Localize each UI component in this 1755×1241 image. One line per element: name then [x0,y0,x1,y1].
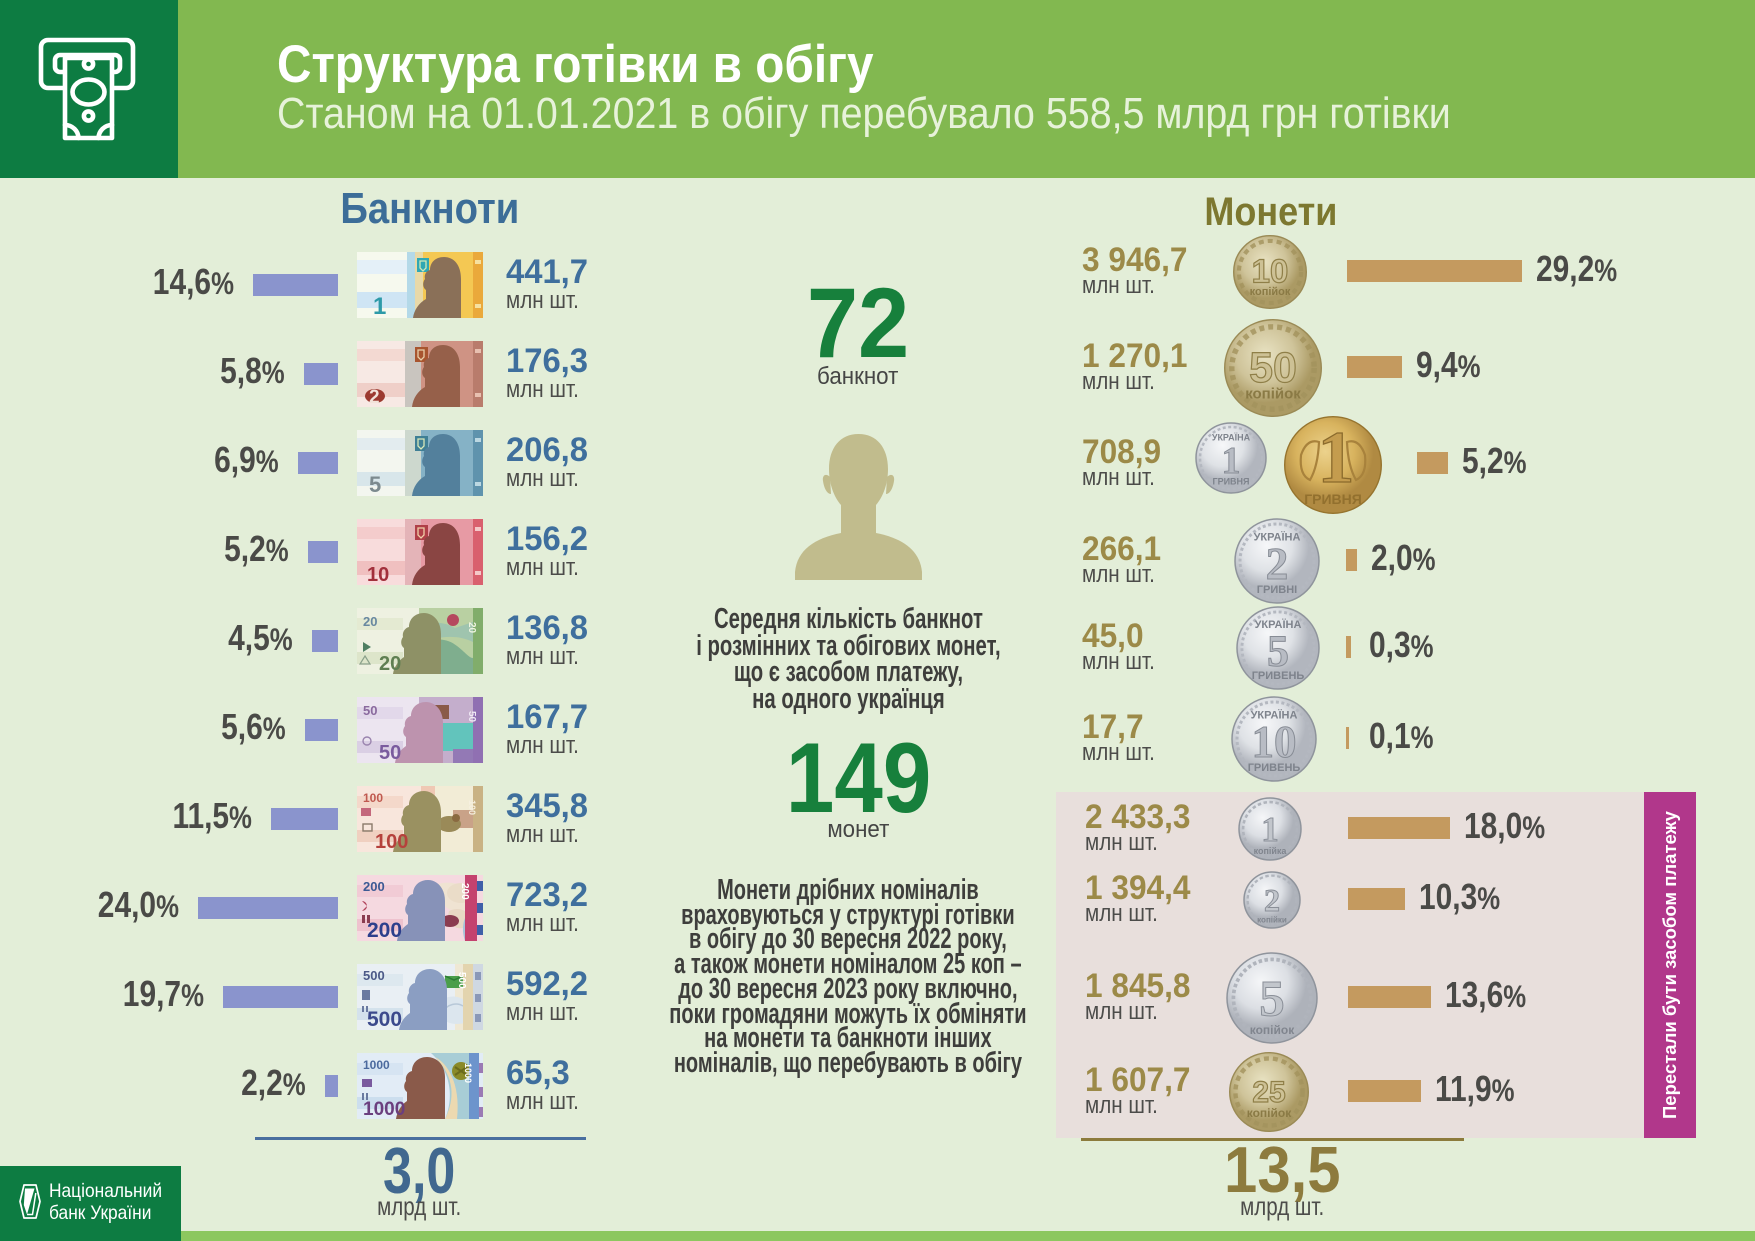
svg-text:200: 200 [459,883,470,900]
svg-text:копійка: копійка [1254,846,1288,856]
svg-text:2: 2 [1264,882,1280,918]
svg-text:50: 50 [1249,344,1297,392]
svg-text:копійки: копійки [1257,916,1287,925]
svg-text:УКРАЇНА: УКРАЇНА [1251,708,1298,721]
svg-text:копійок: копійок [1247,1106,1292,1120]
svg-text:1000: 1000 [363,1058,390,1072]
svg-text:1000: 1000 [463,1063,473,1083]
svg-text:10: 10 [367,564,389,585]
svg-text:200: 200 [363,879,385,894]
svg-text:20: 20 [363,614,377,629]
svg-text:2: 2 [1266,539,1289,589]
svg-text:ГРИВНІ: ГРИВНІ [1257,584,1297,596]
svg-text:ГРИВЕНЬ: ГРИВЕНЬ [1252,670,1305,682]
svg-text:50: 50 [466,711,477,723]
svg-text:100: 100 [375,831,408,852]
svg-text:1000: 1000 [363,1099,405,1119]
svg-text:500: 500 [363,968,385,983]
svg-text:5: 5 [369,472,381,496]
svg-text:100: 100 [363,791,383,805]
svg-text:УКРАЇНА: УКРАЇНА [1254,530,1301,543]
svg-text:копійок: копійок [1250,1023,1295,1037]
svg-text:50: 50 [363,703,377,718]
svg-text:копійок: копійок [1250,286,1291,298]
svg-text:УКРАЇНА: УКРАЇНА [1212,433,1251,443]
svg-text:ГРИВНЯ: ГРИВНЯ [1212,477,1249,487]
svg-text:50: 50 [379,742,401,763]
svg-text:10: 10 [1252,717,1297,767]
svg-text:2: 2 [369,387,380,407]
svg-text:ГРИВЕНЬ: ГРИВЕНЬ [1248,762,1301,774]
svg-text:1: 1 [1222,440,1241,482]
svg-text:копійок: копійок [1245,385,1301,402]
svg-text:1: 1 [373,293,386,318]
svg-text:500: 500 [367,1008,402,1030]
svg-text:200: 200 [367,919,402,941]
svg-text:20: 20 [379,653,401,674]
svg-text:25: 25 [1252,1076,1285,1109]
svg-text:5: 5 [1267,627,1289,676]
svg-text:УКРАЇНА: УКРАЇНА [1255,618,1302,631]
svg-text:1: 1 [1261,810,1279,849]
svg-text:1: 1 [1318,417,1355,499]
svg-text:500: 500 [456,972,467,989]
svg-text:20: 20 [466,622,477,634]
svg-text:10: 10 [1252,253,1289,290]
svg-text:ГРИВНЯ: ГРИВНЯ [1304,491,1362,507]
svg-text:100: 100 [467,800,477,815]
svg-text:5: 5 [1259,972,1285,1028]
